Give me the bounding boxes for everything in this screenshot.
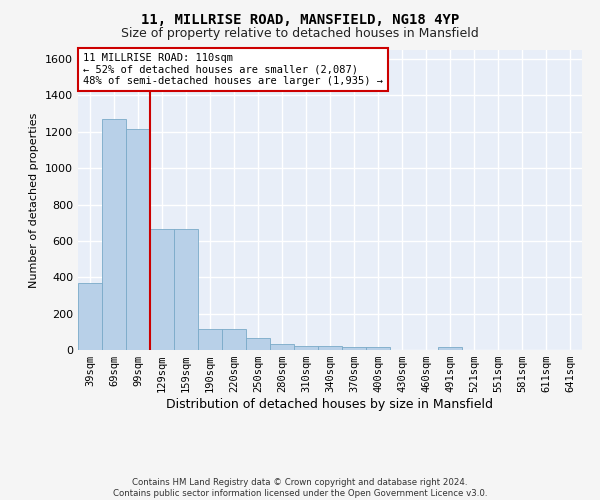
Bar — [246, 338, 270, 350]
Text: 11 MILLRISE ROAD: 110sqm
← 52% of detached houses are smaller (2,087)
48% of sem: 11 MILLRISE ROAD: 110sqm ← 52% of detach… — [83, 53, 383, 86]
Text: Contains HM Land Registry data © Crown copyright and database right 2024.
Contai: Contains HM Land Registry data © Crown c… — [113, 478, 487, 498]
Bar — [270, 344, 294, 350]
Bar — [78, 282, 102, 350]
X-axis label: Distribution of detached houses by size in Mansfield: Distribution of detached houses by size … — [167, 398, 493, 411]
Bar — [174, 229, 198, 350]
Bar — [342, 348, 366, 350]
Bar — [294, 346, 318, 350]
Bar — [366, 348, 390, 350]
Bar — [318, 346, 342, 350]
Bar — [150, 229, 174, 350]
Bar — [198, 329, 222, 350]
Bar — [102, 119, 126, 350]
Text: Size of property relative to detached houses in Mansfield: Size of property relative to detached ho… — [121, 28, 479, 40]
Text: 11, MILLRISE ROAD, MANSFIELD, NG18 4YP: 11, MILLRISE ROAD, MANSFIELD, NG18 4YP — [141, 12, 459, 26]
Y-axis label: Number of detached properties: Number of detached properties — [29, 112, 40, 288]
Bar — [438, 348, 462, 350]
Bar — [222, 329, 246, 350]
Bar — [126, 129, 150, 350]
